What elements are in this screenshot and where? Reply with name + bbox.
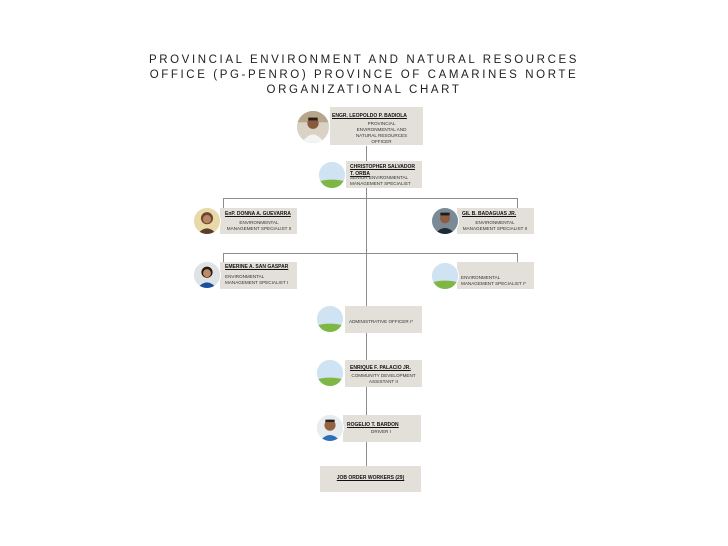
node-ems1-left-card xyxy=(220,262,297,289)
chart-title-line-1: PROVINCIAL ENVIRONMENT AND NATURAL RESOU… xyxy=(148,54,580,66)
node-ems1-left-role: ENVIRONMENTAL MANAGEMENT SPECIALIST I xyxy=(225,274,288,286)
node-senior-role: SENIOR ENVIRONMENTAL MANAGEMENT SPECIALI… xyxy=(350,175,411,187)
node-community-role: COMMUNITY DEVELOPMENT ASSISTANT II xyxy=(345,373,422,385)
node-ems1-left-role-line-1: ENVIRONMENTAL xyxy=(225,274,265,279)
connector-drop-right-2 xyxy=(517,253,518,262)
node-driver-card xyxy=(343,415,421,442)
node-ems2-right-card xyxy=(457,208,534,234)
connector-branch-2 xyxy=(223,253,517,254)
avatar-photo-icon xyxy=(431,207,459,235)
placeholder-landscape-icon xyxy=(316,305,344,333)
node-driver-name: ROGELIO T. BARDON xyxy=(347,422,399,428)
connector-drop-left-2 xyxy=(223,253,224,262)
node-ems1-right-role-line-2: MANAGEMENT SPECIALIST I* xyxy=(461,281,526,286)
avatar-photo-icon xyxy=(193,261,221,289)
node-senior-role-line-2: MANAGEMENT SPECIALIST xyxy=(350,181,411,186)
avatar-photo-icon xyxy=(193,207,221,235)
node-admin-role: ADMINISTRATIVE OFFICER I* xyxy=(349,319,413,324)
node-ems2-left-role-line-2: MANAGEMENT SPECIALIST II xyxy=(226,226,292,231)
node-ems1-right-role-line-1: ENVIRONMENTAL xyxy=(461,275,501,280)
node-ems2-left-role: ENVIRONMENTAL MANAGEMENT SPECIALIST II xyxy=(221,220,297,232)
chart-title: PROVINCIAL ENVIRONMENT AND NATURAL RESOU… xyxy=(0,53,728,98)
node-ems2-right-role-line-2: MANAGEMENT SPECIALIST II xyxy=(462,226,528,231)
node-ems1-left-role-line-2: MANAGEMENT SPECIALIST I xyxy=(225,280,289,285)
node-head-role-line-1: PROVINCIAL xyxy=(367,121,396,126)
placeholder-landscape-icon xyxy=(431,262,459,290)
node-community-role-line-1: COMMUNITY DEVELOPMENT xyxy=(351,373,416,378)
placeholder-landscape-icon xyxy=(318,161,346,189)
node-ems1-left-name: EMERINE A. SAN GASPAR xyxy=(225,264,289,270)
node-senior-role-line-1: SENIOR ENVIRONMENTAL xyxy=(350,175,409,180)
node-admin-card xyxy=(345,306,422,333)
node-ems2-right-role-line-1: ENVIRONMENTAL xyxy=(475,220,515,225)
node-senior-name: CHRISTOPHER SALVADOR T. ORBA xyxy=(350,164,415,177)
node-head-name: ENGR. LEOPOLDO P. BADIOLA xyxy=(332,113,407,119)
node-community-name: ENRIQUE F. PALACIO JR. xyxy=(350,365,411,371)
node-job-order-name: JOB ORDER WORKERS (29) xyxy=(336,475,405,481)
chart-title-line-3: ORGANIZATIONAL CHART xyxy=(266,84,462,96)
node-ems2-right-role: ENVIRONMENTAL MANAGEMENT SPECIALIST II xyxy=(457,220,533,232)
node-head-role: PROVINCIAL ENVIRONMENTAL AND NATURAL RES… xyxy=(340,121,423,145)
avatar-photo-icon xyxy=(316,414,344,442)
node-ems2-right-name: GIL B. BADAGUAS JR. xyxy=(462,211,517,217)
node-senior-name-line-2: T. ORBA xyxy=(350,170,370,177)
node-senior-name-line-1: CHRISTOPHER SALVADOR xyxy=(350,164,416,170)
node-ems2-left-name: EnP. DONNA A. GUEVARRA xyxy=(225,211,291,217)
node-ems1-right-card xyxy=(457,262,534,289)
node-head-card xyxy=(330,107,423,145)
node-head-role-line-4: OFFICER xyxy=(371,139,392,144)
node-community-card xyxy=(345,360,422,387)
node-ems2-left-role-line-1: ENVIRONMENTAL xyxy=(239,220,279,225)
node-ems2-left-card xyxy=(220,208,297,234)
connector-drop-right-1 xyxy=(517,198,518,208)
node-job-order-card xyxy=(320,466,421,492)
node-ems1-right-role: ENVIRONMENTAL MANAGEMENT SPECIALIST I* xyxy=(461,275,526,287)
node-community-role-line-2: ASSISTANT II xyxy=(369,379,398,384)
node-driver-role: DRIVER I xyxy=(371,429,391,434)
connector-drop-left-1 xyxy=(223,198,224,208)
placeholder-landscape-icon xyxy=(316,359,344,387)
node-head-role-line-2: ENVIRONMENTAL AND xyxy=(356,127,407,132)
chart-title-line-2: OFFICE (PG-PENRO) PROVINCE OF CAMARINES … xyxy=(149,69,579,81)
node-head-role-line-3: NATURAL RESOURCES xyxy=(355,133,408,138)
avatar-photo-icon xyxy=(296,110,330,144)
connector-branch-1 xyxy=(223,198,517,199)
node-senior-card xyxy=(346,161,422,188)
